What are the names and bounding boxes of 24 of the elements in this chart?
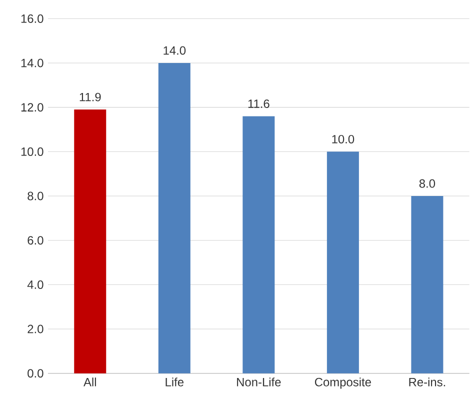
x-tick-label: Non-Life <box>237 378 281 386</box>
x-tick-label: Composite <box>314 378 371 389</box>
y-tick-label: 2.0 <box>28 324 44 334</box>
data-label: 14.0 <box>164 46 186 55</box>
bar <box>158 62 190 374</box>
y-tick-label: 14.0 <box>21 58 44 68</box>
data-label: 11.6 <box>248 99 270 108</box>
bar <box>411 196 444 374</box>
x-tick-label: Re-ins. <box>409 378 446 386</box>
data-label: 11.9 <box>80 92 101 102</box>
y-tick-label: 8.0 <box>28 192 44 200</box>
x-tick-label: Life <box>166 378 184 386</box>
y-tick-label: 6.0 <box>28 236 44 245</box>
data-label: 10.0 <box>332 134 354 144</box>
bar <box>326 152 359 374</box>
y-tick-label: 10.0 <box>21 147 44 156</box>
y-tick-label: 16.0 <box>21 14 44 23</box>
bar <box>242 116 275 374</box>
data-label: 8.0 <box>419 179 436 188</box>
y-tick-label: 12.0 <box>21 103 44 112</box>
y-tick-label: 4.0 <box>27 280 44 289</box>
y-tick-label: 0.0 <box>28 369 44 378</box>
bar <box>74 110 106 374</box>
x-tick-label: All <box>84 378 96 386</box>
